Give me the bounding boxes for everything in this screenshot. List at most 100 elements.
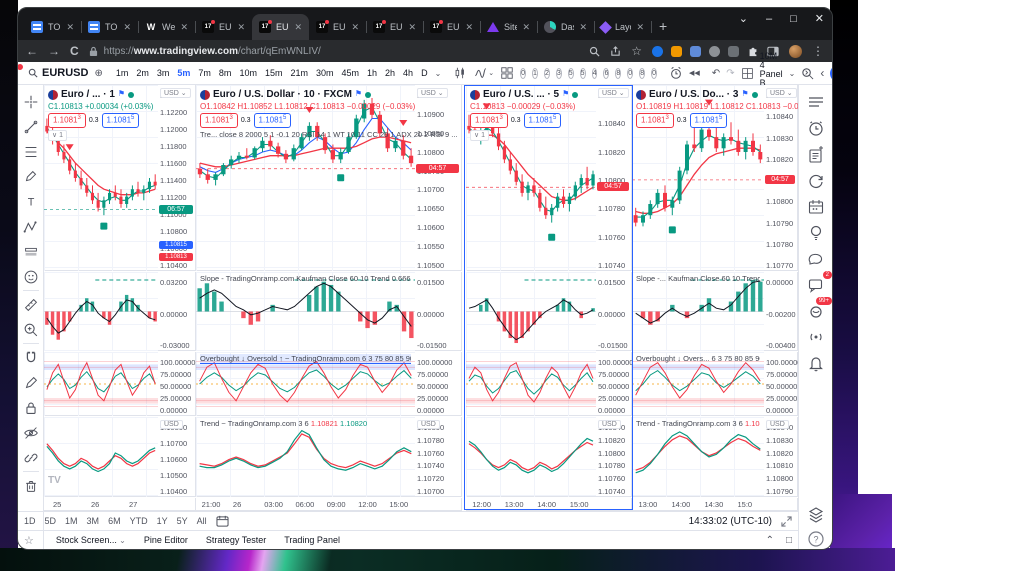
- ruler-icon[interactable]: [20, 292, 42, 317]
- pane-time[interactable]: [196, 498, 462, 511]
- clock[interactable]: 14:33:02 (UTC-10): [688, 515, 772, 527]
- flag-bookmark-icon[interactable]: ⚑: [117, 89, 126, 99]
- side-panel-icon[interactable]: [767, 46, 779, 57]
- fib-retracement-icon[interactable]: [20, 139, 42, 164]
- private-chat-icon[interactable]: 2: [806, 271, 832, 295]
- extension-icon[interactable]: [652, 45, 663, 57]
- quick-number-button[interactable]: 6: [603, 67, 610, 79]
- notifications-icon[interactable]: 99+: [806, 297, 832, 321]
- quick-number-button[interactable]: 0: [651, 67, 658, 79]
- trend-pane-plot[interactable]: [632, 417, 764, 497]
- buy-button[interactable]: 1.10815: [523, 113, 562, 128]
- range-tab-1M[interactable]: 1M: [65, 516, 78, 526]
- calendar-icon[interactable]: [806, 197, 826, 217]
- browser-tab[interactable]: Dashl ✕: [537, 14, 595, 40]
- sell-button[interactable]: 1.10813: [200, 113, 238, 128]
- timeframe-5m[interactable]: 5m: [177, 68, 191, 78]
- symbol-title-row[interactable]: Euro / U.S. Dollar · 10 · FXCM ⚑: [200, 88, 458, 102]
- flag-bookmark-icon[interactable]: ⚑: [562, 89, 570, 99]
- timeframe-10m[interactable]: 10m: [239, 68, 257, 78]
- text-icon[interactable]: T: [20, 189, 42, 214]
- layout-select-icon[interactable]: [741, 67, 754, 80]
- search-icon[interactable]: [589, 46, 600, 57]
- pane-trend[interactable]: [466, 417, 632, 497]
- range-tab-5D[interactable]: 5D: [44, 516, 57, 526]
- quick-number-button[interactable]: 0: [520, 67, 527, 79]
- bell-icon[interactable]: [806, 353, 826, 373]
- tab-close-icon[interactable]: ✕: [522, 21, 530, 32]
- sell-button[interactable]: 1.10813: [48, 113, 86, 128]
- chat-icon[interactable]: [806, 249, 826, 269]
- footer-tab[interactable]: Pine Editor: [143, 535, 188, 545]
- time-axis[interactable]: 13:00 14:00 14:30 15:0: [632, 498, 798, 511]
- buy-button[interactable]: 1.10815: [253, 113, 292, 128]
- object-tree-icon[interactable]: [806, 505, 826, 525]
- browser-tab[interactable]: 17 EURU ✕: [366, 14, 424, 40]
- browser-tab[interactable]: 17 EURU ✕: [309, 14, 367, 40]
- indicators-icon[interactable]: ⌄: [473, 66, 494, 80]
- currency-box[interactable]: USD: [766, 420, 789, 429]
- redo-icon[interactable]: ↷: [726, 67, 735, 79]
- long-position-icon[interactable]: [20, 239, 42, 264]
- currency-box[interactable]: USD ⌄: [766, 88, 797, 98]
- timeframe-3m[interactable]: 3m: [156, 68, 170, 78]
- publish-button[interactable]: Publish: [830, 64, 832, 82]
- timeframe-4h[interactable]: 4h: [403, 68, 414, 78]
- timeframe-D[interactable]: D: [421, 68, 428, 78]
- pane-time[interactable]: [632, 498, 798, 511]
- slope-pane-plot[interactable]: [196, 272, 415, 351]
- slope-legend[interactable]: Slope - TradingOnramp.com Kaufman Close …: [200, 274, 411, 283]
- trend-pane-plot[interactable]: [44, 417, 158, 497]
- reload-icon[interactable]: C: [70, 44, 79, 58]
- browser-profile-avatar[interactable]: [789, 44, 802, 58]
- timeframe-21m[interactable]: 21m: [290, 68, 308, 78]
- brush-icon[interactable]: [20, 164, 42, 189]
- address-bar[interactable]: https://www.tradingview.com/chart/qEmWNL…: [89, 43, 580, 59]
- footer-tab[interactable]: Stock Screen... ⌄: [55, 535, 126, 545]
- zoom-in-icon[interactable]: [20, 317, 42, 342]
- indicator-values-row[interactable]: Tre... close 8 2000 5 1 -0.1 20 RSI 14 1…: [200, 129, 458, 139]
- help-icon[interactable]: ?: [806, 529, 826, 549]
- symbol-title-row[interactable]: Euro / U.S. ... · 5 ⚑: [470, 88, 628, 102]
- chart-style-icon[interactable]: [453, 66, 467, 80]
- footer-tab[interactable]: Strategy Tester: [205, 535, 267, 545]
- range-tab-5Y[interactable]: 5Y: [176, 516, 188, 526]
- timeframe-1h[interactable]: 1h: [367, 68, 378, 78]
- tab-close-icon[interactable]: ✕: [237, 21, 245, 32]
- layout-caret-icon[interactable]: ⌄: [788, 68, 796, 78]
- eye-icon[interactable]: [20, 420, 42, 445]
- quick-number-button[interactable]: 8: [615, 67, 622, 79]
- tab-close-icon[interactable]: ✕: [465, 21, 473, 32]
- magnet-icon[interactable]: [20, 345, 42, 370]
- tab-close-icon[interactable]: ✕: [123, 21, 131, 32]
- collapse-toolbar-icon[interactable]: ‹: [820, 66, 825, 80]
- tab-close-icon[interactable]: ✕: [351, 21, 359, 32]
- alert-add-icon[interactable]: [669, 66, 683, 80]
- forward-icon[interactable]: →: [48, 44, 60, 58]
- chart-grid[interactable]: 1.124001.122001.120001.118001.116001.114…: [44, 85, 798, 511]
- tab-close-icon[interactable]: ✕: [66, 21, 74, 32]
- range-tab-6M[interactable]: 6M: [108, 516, 121, 526]
- timeframe-7m[interactable]: 7m: [198, 68, 211, 78]
- close-button[interactable]: ✕: [814, 13, 824, 25]
- xabcd-pattern-icon[interactable]: [20, 214, 42, 239]
- symbol-title-row[interactable]: Euro / ... · 1 ⚑: [48, 88, 192, 102]
- pane-trend[interactable]: [44, 417, 196, 497]
- pane-trend[interactable]: [632, 417, 798, 497]
- trend-legend[interactable]: Trend ~ TradingOnramp.com 3 6 1.10821 1.…: [200, 419, 368, 428]
- quick-number-button[interactable]: 8: [639, 67, 646, 79]
- tab-search-chevron-icon[interactable]: ⌄: [738, 13, 748, 25]
- buy-button[interactable]: 1.10815: [101, 113, 140, 128]
- quick-number-button[interactable]: 2: [543, 67, 550, 79]
- maximize-button[interactable]: □: [790, 12, 797, 25]
- range-tab-1Y[interactable]: 1Y: [156, 516, 168, 526]
- browser-tab[interactable]: 17 EURU ✕: [252, 14, 309, 40]
- pane-trend[interactable]: [196, 417, 462, 497]
- trend-legend[interactable]: Trend - TradingOnramp.com 3 6 1.10821: [636, 419, 760, 428]
- browser-tab[interactable]: W Webn ✕: [138, 14, 196, 40]
- timeframe-8m[interactable]: 8m: [218, 68, 232, 78]
- currency-box[interactable]: USD: [160, 420, 183, 429]
- main-pane-plot[interactable]: [44, 85, 158, 271]
- timeframe-30m[interactable]: 30m: [315, 68, 334, 78]
- tab-close-icon[interactable]: ✕: [408, 21, 416, 32]
